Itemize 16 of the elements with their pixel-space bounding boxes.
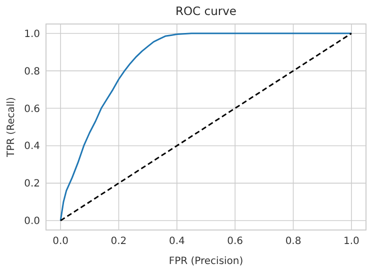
line-series xyxy=(60,32,352,222)
x-tick-label: 0.2 xyxy=(110,236,127,247)
x-tick-label: 0.6 xyxy=(227,236,244,247)
x-tick-label: 0.0 xyxy=(52,236,68,247)
x-tick-label: 0.8 xyxy=(285,236,302,247)
y-tick-label: 0.8 xyxy=(24,66,40,78)
y-axis-title: TPR (Recall) xyxy=(6,96,17,158)
x-axis-title: FPR (Precision) xyxy=(168,256,244,267)
y-tick-label: 1.0 xyxy=(24,28,40,40)
y-tick-label: 0.4 xyxy=(24,141,40,152)
chart-title: ROC curve xyxy=(176,4,236,18)
y-tick-label: 0.0 xyxy=(24,216,40,228)
y-tick-label: 0.6 xyxy=(24,104,40,115)
x-tick-label: 0.4 xyxy=(168,236,185,247)
x-tick-label: 1.0 xyxy=(344,236,360,247)
y-tick-label: 0.2 xyxy=(24,178,40,190)
